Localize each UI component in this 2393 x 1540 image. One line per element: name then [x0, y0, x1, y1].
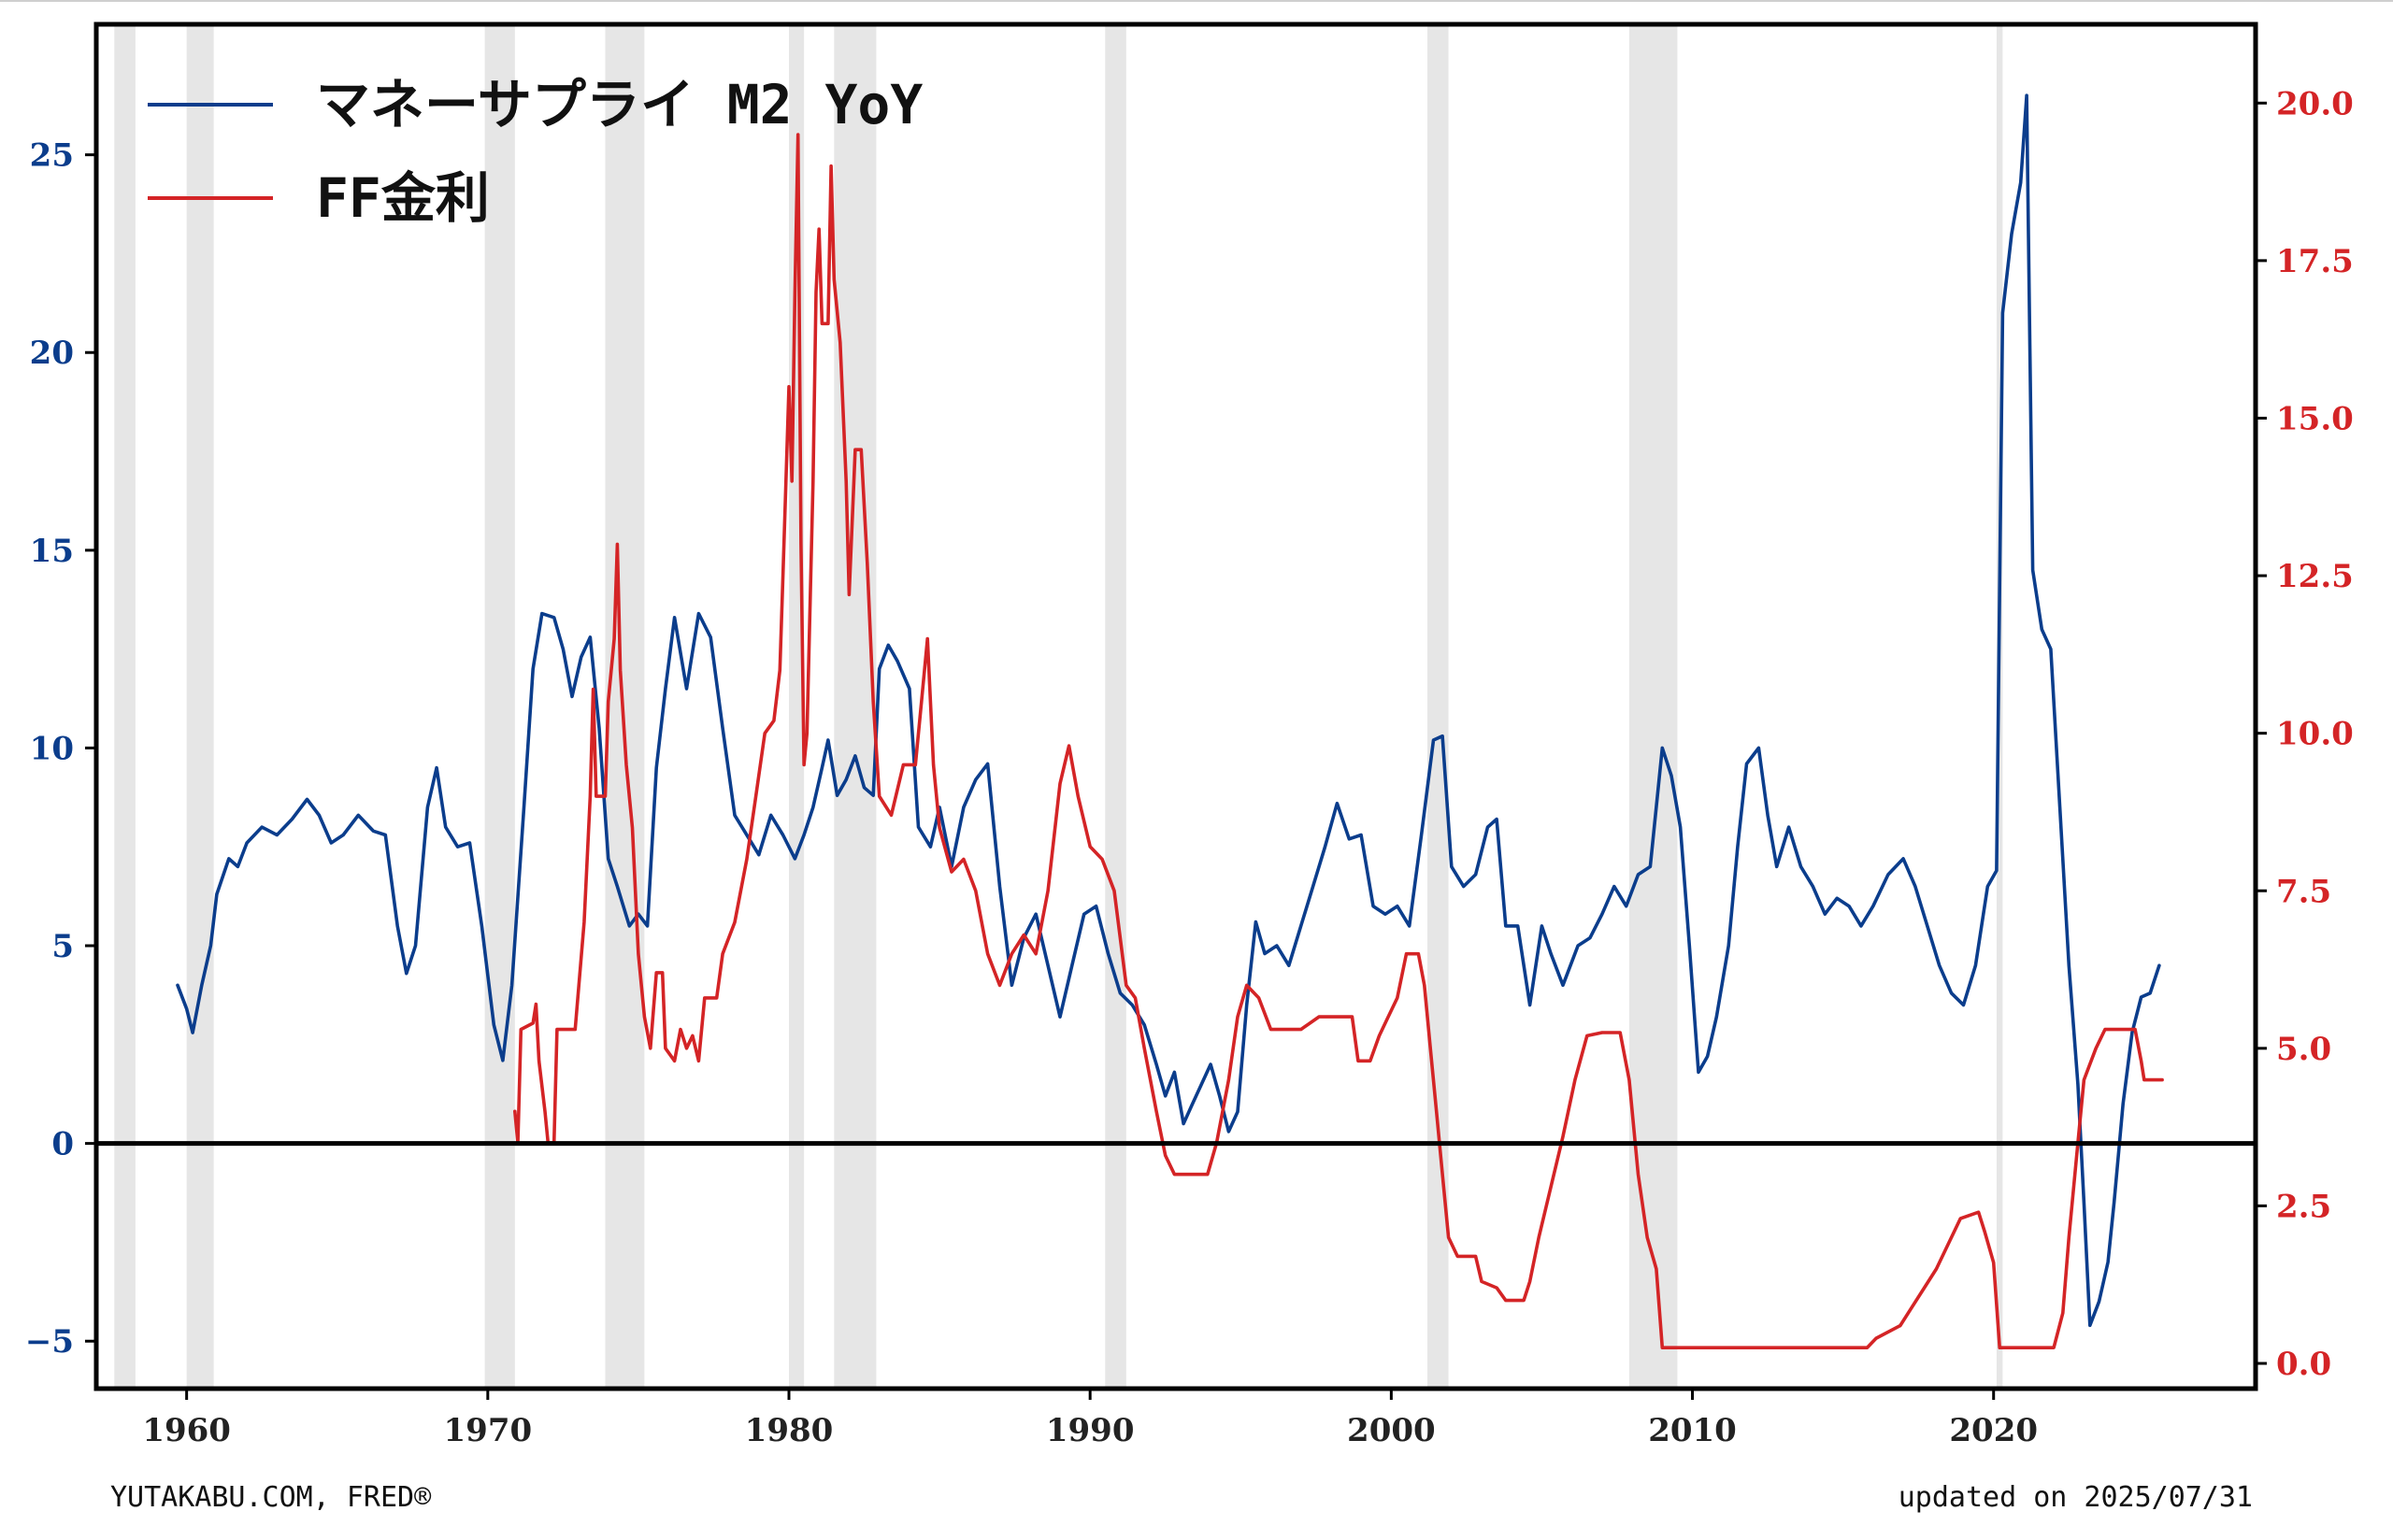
y-right-tick-label: 12.5 — [2276, 558, 2354, 595]
x-tick-label: 1970 — [444, 1412, 533, 1449]
x-tick-label: 2020 — [1949, 1412, 2038, 1449]
x-tick-label: 2010 — [1648, 1412, 1737, 1449]
series-line-ff — [513, 133, 2164, 1349]
x-tick-label: 1990 — [1046, 1412, 1135, 1449]
x-tick-label: 1960 — [142, 1412, 231, 1449]
plot-frame — [93, 21, 2258, 1391]
legend-label: マネーサプライ M2 YoY — [316, 73, 923, 136]
recession-band — [114, 24, 136, 1389]
recession-band — [605, 24, 645, 1389]
y-right-tick-label: 15.0 — [2276, 400, 2354, 437]
top-border-line — [0, 0, 2393, 2]
y-right-tick-label: 17.5 — [2276, 243, 2354, 280]
y-right-tick-label: 5.0 — [2276, 1031, 2331, 1068]
recession-band — [1105, 24, 1126, 1389]
y-left-tick-label: 25 — [30, 137, 74, 175]
axis-ticks: −5 0 5 10 15 20 25 0.0 2.5 5.0 7.5 10.0 12.5 15.0 17.5… — [25, 85, 2354, 1449]
recession-band — [186, 24, 214, 1389]
recession-band — [834, 24, 877, 1389]
y-left-tick-label: −5 — [25, 1323, 74, 1361]
y-left-tick-label: 15 — [30, 533, 74, 570]
recession-bands — [114, 24, 2003, 1389]
y-left-tick-label: 20 — [30, 335, 74, 372]
y-left-tick-label: 10 — [30, 730, 74, 767]
x-tick-label: 1980 — [745, 1412, 834, 1449]
y-right-tick-label: 0.0 — [2276, 1346, 2331, 1383]
y-right-tick-label: 2.5 — [2276, 1188, 2331, 1225]
recession-band — [1628, 24, 1678, 1389]
legend-label: FF金利 — [316, 166, 490, 230]
y-left-tick-label: 5 — [51, 928, 74, 965]
recession-band — [484, 24, 515, 1389]
y-left-tick-label: 0 — [51, 1126, 74, 1163]
series-line-m2 — [176, 93, 2161, 1328]
x-tick-label: 2000 — [1347, 1412, 1436, 1449]
y-right-tick-label: 10.0 — [2276, 716, 2354, 753]
series-lines — [176, 93, 2164, 1349]
footer-updated: updated on 2025/07/31 — [1899, 1481, 2253, 1514]
y-right-tick-label: 7.5 — [2276, 873, 2331, 910]
legend: マネーサプライ M2 YoY FF金利 — [148, 73, 923, 230]
footer-source: YUTAKABU.COM, FRED® — [110, 1481, 432, 1514]
y-right-tick-label: 20.0 — [2276, 85, 2354, 122]
recession-band — [1427, 24, 1449, 1389]
